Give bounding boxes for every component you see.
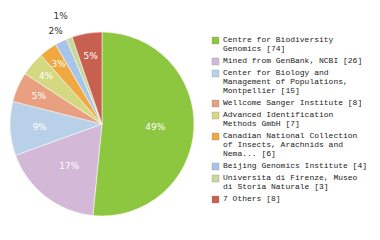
data-label: 2% bbox=[48, 26, 63, 36]
legend-swatch bbox=[212, 133, 219, 140]
legend-item: Centre for BiodiversityGenomics [74] bbox=[212, 35, 334, 53]
legend-swatch bbox=[212, 70, 219, 77]
legend-label: Centre for BiodiversityGenomics [74] bbox=[223, 35, 334, 53]
legend-swatch bbox=[212, 163, 219, 170]
legend-label: Center for Biology andManagement of Popu… bbox=[223, 68, 348, 95]
legend-swatch bbox=[212, 196, 219, 203]
pie bbox=[10, 32, 194, 216]
legend-item: Center for Biology andManagement of Popu… bbox=[212, 68, 348, 95]
legend-label: Canadian National Collectionof Insects, … bbox=[223, 131, 358, 158]
legend-swatch bbox=[212, 58, 219, 65]
legend-label: 7 Others [8] bbox=[223, 194, 281, 203]
legend-label: Mined from GenBank, NCBI [26] bbox=[223, 56, 362, 65]
data-label: 9% bbox=[32, 122, 47, 132]
data-labels: 49% 17% 9% 5% 4% 3% 2% 1% 5% bbox=[32, 11, 166, 172]
legend-label: Advanced IdentificationMethods GmbH [7] bbox=[223, 110, 334, 128]
data-label: 5% bbox=[32, 91, 47, 101]
data-label: 4% bbox=[39, 71, 54, 81]
legend-label: Beijing Genomics Institute [4] bbox=[223, 161, 367, 170]
legend-item: Beijing Genomics Institute [4] bbox=[212, 161, 367, 170]
legend-item: Advanced IdentificationMethods GmbH [7] bbox=[212, 110, 334, 128]
data-label: 3% bbox=[52, 59, 67, 69]
legend-label: Wellcome Sanger Institute [8] bbox=[223, 98, 362, 107]
pie-slice bbox=[72, 32, 102, 124]
legend-swatch bbox=[212, 112, 219, 119]
legend-item: Wellcome Sanger Institute [8] bbox=[212, 98, 362, 107]
pie-slice bbox=[93, 32, 194, 216]
chart: 49% 17% 9% 5% 4% 3% 2% 1% 5% Centre for Biodivers… bbox=[0, 0, 380, 240]
legend-swatch bbox=[212, 175, 219, 182]
data-label: 17% bbox=[59, 161, 79, 171]
legend-item: Canadian National Collectionof Insects, … bbox=[212, 131, 358, 158]
data-label: 49% bbox=[145, 122, 165, 132]
legend-item: 7 Others [8] bbox=[212, 194, 281, 203]
legend: Centre for BiodiversityGenomics [74] Mine… bbox=[212, 35, 367, 203]
legend-item: Mined from GenBank, NCBI [26] bbox=[212, 56, 362, 65]
data-label: 5% bbox=[84, 51, 99, 61]
legend-swatch bbox=[212, 100, 219, 107]
legend-label: Universita di Firenze, Museodi Storia Na… bbox=[223, 173, 358, 191]
legend-item: Universita di Firenze, Museodi Storia Na… bbox=[212, 173, 358, 191]
data-label: 1% bbox=[54, 11, 69, 21]
legend-swatch bbox=[212, 37, 219, 44]
